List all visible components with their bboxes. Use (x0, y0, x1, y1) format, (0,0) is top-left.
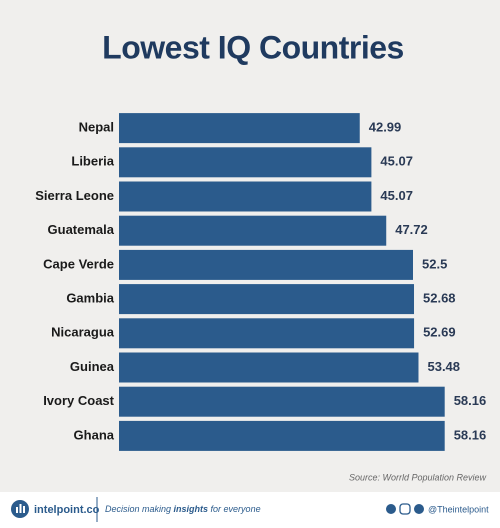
handle: @Theintelpoint (428, 504, 489, 514)
source: Source: Worrld Population Review (349, 472, 487, 482)
bar (119, 215, 387, 246)
tagline: Decision making insights for everyone (105, 504, 261, 514)
bar (119, 420, 445, 451)
value-label: 45.07 (380, 188, 413, 203)
bar (119, 284, 415, 315)
bar (119, 113, 360, 144)
category-label: Guinea (70, 359, 115, 374)
value-label: 58.16 (454, 393, 487, 408)
brand: intelpoint.co (34, 504, 100, 516)
value-label: 53.48 (427, 359, 460, 374)
category-label: Ghana (74, 427, 115, 442)
value-label: 58.16 (454, 427, 487, 442)
value-label: 52.68 (423, 291, 456, 306)
category-label: Guatemala (48, 222, 115, 237)
category-label: Nepal (79, 120, 114, 135)
category-label: Gambia (66, 291, 114, 306)
bar (119, 386, 445, 417)
logo-bar (23, 506, 25, 513)
value-label: 45.07 (380, 154, 413, 169)
facebook-icon[interactable] (414, 504, 424, 514)
bar (119, 318, 415, 349)
category-label: Ivory Coast (43, 393, 114, 408)
bar (119, 249, 413, 280)
category-label: Sierra Leone (35, 188, 114, 203)
value-label: 42.99 (369, 120, 402, 135)
category-label: Nicaragua (51, 325, 115, 340)
bar (119, 181, 372, 212)
value-label: 52.5 (422, 256, 447, 271)
x-icon[interactable] (386, 504, 396, 514)
chart-title: Lowest IQ Countries (102, 29, 404, 65)
tagline-part: Decision making (105, 504, 174, 514)
value-label: 52.69 (423, 325, 456, 340)
instagram-icon[interactable] (399, 503, 411, 515)
bar (119, 352, 419, 383)
plot: Nepal 42.99 Liberia 45.07 Sierra Leone 45.07 G… (35, 113, 486, 451)
logo-bar (16, 507, 18, 513)
category-label: Liberia (71, 154, 114, 169)
tagline-part: for everyone (208, 504, 261, 514)
value-label: 47.72 (395, 222, 428, 237)
category-label: Cape Verde (43, 256, 114, 271)
tagline-part: insights (174, 504, 209, 514)
bar (119, 147, 372, 178)
logo-bar (19, 504, 22, 513)
